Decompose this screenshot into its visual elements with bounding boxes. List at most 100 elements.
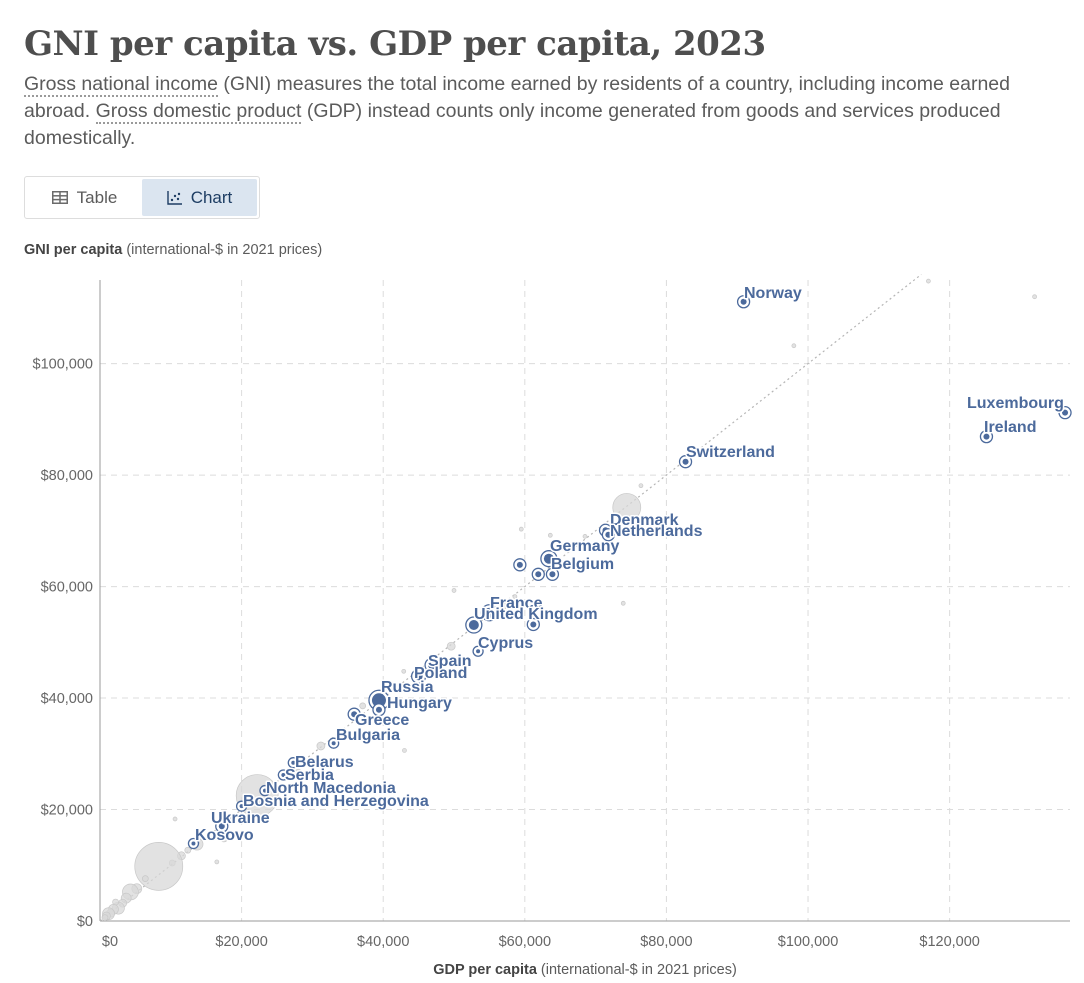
highlighted-point-core[interactable]	[239, 804, 244, 809]
y-tick-label: $40,000	[41, 691, 93, 707]
highlighted-point-core[interactable]	[414, 672, 423, 681]
data-label-halo: Cyprus	[478, 635, 533, 652]
background-point[interactable]	[359, 702, 367, 710]
background-point[interactable]	[184, 846, 192, 854]
background-point[interactable]	[791, 343, 797, 349]
highlighted-point-core[interactable]	[530, 621, 537, 628]
background-point[interactable]	[134, 842, 184, 891]
data-label[interactable]: Hungary	[387, 695, 452, 712]
data-label-halo: Norway	[744, 285, 802, 302]
data-label[interactable]: Bulgaria	[336, 727, 400, 744]
data-label[interactable]: Netherlands	[610, 523, 703, 540]
data-label-halo: Serbia	[285, 767, 334, 784]
y-tick-label: $80,000	[41, 468, 93, 484]
tab-chart[interactable]: Chart	[142, 179, 257, 216]
highlighted-point-core[interactable]	[549, 571, 556, 578]
y-tick-label: $60,000	[41, 580, 93, 596]
y-axis-title-bold: GNI per capita	[24, 242, 123, 258]
data-label[interactable]: Kosovo	[195, 827, 254, 844]
data-label-halo: Bulgaria	[336, 727, 400, 744]
highlighted-point-core[interactable]	[375, 706, 382, 713]
data-label[interactable]: France	[490, 595, 543, 612]
data-label[interactable]: Cyprus	[478, 635, 533, 652]
highlighted-point-core[interactable]	[218, 823, 225, 830]
background-point[interactable]	[219, 833, 229, 843]
background-point[interactable]	[620, 600, 626, 606]
highlighted-point-core[interactable]	[1062, 409, 1069, 416]
data-label-halo: Kosovo	[195, 827, 254, 844]
data-label-halo: Spain	[428, 653, 472, 670]
background-point[interactable]	[612, 493, 642, 522]
data-label-halo: Ukraine	[211, 810, 270, 827]
highlighted-point-core[interactable]	[428, 661, 437, 670]
data-label[interactable]: Greece	[355, 712, 409, 729]
background-point[interactable]	[402, 748, 407, 753]
highlighted-point-core[interactable]	[983, 433, 990, 440]
background-point[interactable]	[638, 483, 644, 489]
background-point[interactable]	[500, 602, 507, 610]
data-label[interactable]: United Kingdom	[474, 606, 598, 623]
data-label-halo: Germany	[550, 538, 619, 555]
y-tick-label: $100,000	[33, 357, 93, 373]
data-label[interactable]: Switzerland	[686, 444, 775, 461]
gni-definition-link[interactable]: Gross national income	[24, 73, 219, 97]
data-label[interactable]: Ireland	[984, 419, 1036, 436]
background-point[interactable]	[1032, 294, 1037, 300]
highlighted-point-core[interactable]	[740, 298, 747, 305]
background-point[interactable]	[294, 768, 302, 776]
gdp-definition-link[interactable]: Gross domestic product	[95, 100, 302, 124]
highlighted-point-core[interactable]	[468, 620, 479, 631]
data-label[interactable]: Spain	[428, 653, 472, 670]
background-point[interactable]	[172, 816, 178, 822]
highlighted-point-core[interactable]	[682, 458, 689, 465]
background-point[interactable]	[582, 534, 588, 539]
data-label[interactable]: North Macedonia	[266, 780, 396, 797]
background-point[interactable]	[224, 813, 232, 821]
data-label[interactable]: Bosnia and Herzegovina	[243, 793, 429, 810]
tab-table[interactable]: Table	[27, 179, 142, 216]
x-axis-title-rest: (international-$ in 2021 prices)	[537, 962, 737, 978]
background-point[interactable]	[446, 641, 456, 651]
data-label[interactable]: Luxembourg	[967, 395, 1064, 412]
highlighted-point-core[interactable]	[331, 741, 336, 746]
background-point[interactable]	[512, 594, 518, 599]
data-label[interactable]: Russia	[381, 679, 434, 696]
data-label[interactable]: Serbia	[285, 767, 334, 784]
reference-line-y-equals-x	[99, 273, 922, 922]
data-label[interactable]: Germany	[550, 538, 619, 555]
highlighted-point-core[interactable]	[191, 841, 196, 846]
data-label[interactable]: Belarus	[295, 754, 354, 771]
highlighted-point-core[interactable]	[371, 693, 386, 708]
highlighted-point-core[interactable]	[605, 531, 612, 538]
highlighted-point-core[interactable]	[484, 607, 495, 618]
data-label[interactable]: Ukraine	[211, 810, 270, 827]
background-point[interactable]	[401, 668, 407, 674]
background-point[interactable]	[141, 875, 149, 882]
data-label[interactable]: Denmark	[610, 512, 679, 529]
highlighted-point-core[interactable]	[262, 788, 267, 793]
data-label[interactable]: Poland	[414, 665, 467, 682]
x-tick-label: $80,000	[640, 934, 692, 950]
background-point[interactable]	[316, 741, 326, 751]
background-point[interactable]	[518, 526, 524, 532]
x-tick-label: $100,000	[778, 934, 838, 950]
highlighted-point-core[interactable]	[291, 760, 296, 765]
background-point[interactable]	[451, 588, 457, 593]
highlighted-point-core[interactable]	[543, 553, 554, 564]
highlighted-point-core[interactable]	[476, 649, 481, 654]
data-label[interactable]: Norway	[744, 285, 802, 302]
background-point[interactable]	[214, 859, 220, 865]
background-point[interactable]	[547, 532, 553, 538]
highlighted-point-core[interactable]	[351, 711, 358, 718]
x-axis-title: GDP per capita (international-$ in 2021 …	[433, 962, 737, 978]
background-point[interactable]	[101, 914, 109, 922]
background-point[interactable]	[926, 278, 931, 284]
highlighted-point-core[interactable]	[535, 571, 542, 578]
background-point[interactable]	[620, 517, 626, 523]
highlighted-point-core[interactable]	[281, 772, 286, 777]
page-title: GNI per capita vs. GDP per capita, 2023	[24, 24, 766, 64]
data-label-halo: Greece	[355, 712, 409, 729]
highlighted-point-core[interactable]	[516, 561, 523, 568]
x-axis-title-bold: GDP per capita	[433, 962, 538, 978]
data-label[interactable]: Belgium	[551, 556, 614, 573]
